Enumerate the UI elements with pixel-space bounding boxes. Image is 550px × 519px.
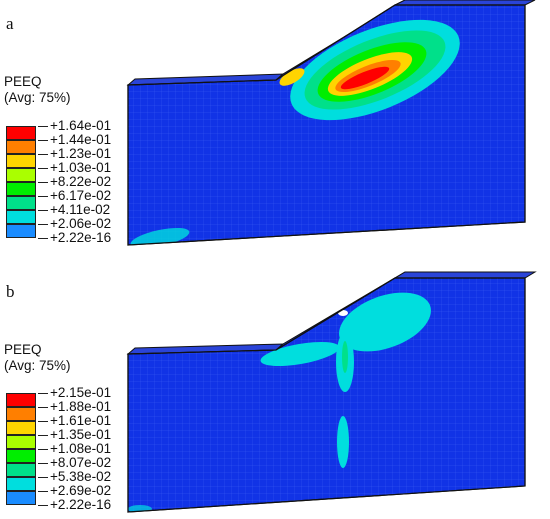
contour-cyan-toe: [260, 341, 340, 367]
contour-cyan-lobe: [339, 292, 431, 352]
model-mesh: [128, 5, 525, 245]
legend-swatch: [6, 463, 36, 477]
legend-title-b: PEEQ (Avg: 75%): [4, 342, 71, 373]
legend-label: +6.17e-02: [50, 188, 112, 203]
model-top-face-right: [393, 271, 537, 279]
legend-swatch: [6, 196, 36, 210]
contour-red: [340, 66, 390, 90]
legend-title-a: PEEQ (Avg: 75%): [4, 74, 71, 105]
model-mesh: [128, 278, 525, 512]
slope-model-a: [126, 0, 536, 246]
legend-label: +1.03e-01: [50, 160, 112, 175]
panel-letter-b: b: [6, 282, 15, 301]
legend-label: +1.23e-01: [50, 146, 112, 161]
legend-label: +1.08e-01: [50, 441, 112, 456]
legend-swatch: [6, 449, 36, 463]
toe-contour: [279, 68, 305, 86]
legend-label: +2.22e-16: [50, 230, 112, 245]
legend-swatch: [6, 491, 36, 505]
legend-label: +5.38e-02: [50, 469, 112, 484]
legend-swatch: [6, 393, 36, 407]
legend-swatch: [6, 126, 36, 140]
legend-swatch: [6, 154, 36, 168]
panel-a: a PEEQ (Avg: 75%) +1.64e-01 +1.44e-01 +1…: [0, 0, 550, 255]
legend-swatch: [6, 140, 36, 154]
legend-label: +1.61e-01: [50, 413, 112, 428]
legend-label: +2.06e-02: [50, 216, 112, 231]
model-top-face-right: [394, 0, 536, 6]
legend-label: +1.64e-01: [50, 118, 112, 133]
legend-label: +8.22e-02: [50, 174, 112, 189]
legend-label: +8.07e-02: [50, 455, 112, 470]
legend-swatch: [6, 435, 36, 449]
legend-swatch: [6, 210, 36, 224]
legend-label: +4.11e-02: [50, 202, 111, 217]
legend-swatch: [6, 407, 36, 421]
slope-model-b: [126, 271, 537, 513]
legend-swatch: [6, 224, 36, 238]
legend-swatch: [6, 477, 36, 491]
base-contour: [130, 227, 190, 245]
legend-label: +1.35e-01: [50, 427, 112, 442]
legend-label: +2.69e-02: [50, 483, 112, 498]
legend-swatch: [6, 168, 36, 182]
legend-label: +2.22e-16: [50, 497, 112, 512]
legend-label: +1.44e-01: [50, 132, 112, 147]
legend-swatch: [6, 182, 36, 196]
legend-label: +2.15e-01: [50, 385, 112, 400]
legend-label: +1.88e-01: [50, 399, 112, 414]
contour-teal-band: [342, 341, 348, 373]
panel-letter-a: a: [6, 14, 14, 33]
legend-swatch: [6, 421, 36, 435]
panel-b: b PEEQ (Avg: 75%) +2.15e-01 +1.88e-01 +1…: [0, 262, 550, 519]
contour-cyan-lower: [337, 416, 349, 468]
